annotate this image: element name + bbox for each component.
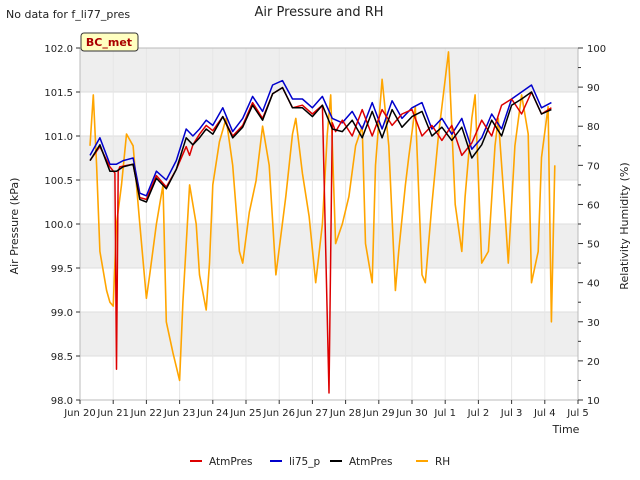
background-band [80, 224, 578, 268]
x-axis-label: Time [552, 423, 580, 436]
series-lines [89, 51, 556, 394]
x-tick-label: Jun 21 [96, 408, 129, 419]
x-tick-label: Jun 24 [196, 408, 229, 419]
left-tick-label: 101.0 [44, 132, 73, 143]
x-tick-label: Jun 30 [395, 408, 428, 419]
right-axis-label: Relativity Humidity (%) [618, 162, 631, 289]
background-band [80, 48, 578, 92]
right-tick-label: 100 [587, 44, 606, 55]
x-tick-label: Jun 27 [296, 408, 329, 419]
site-badge-box [80, 32, 139, 52]
x-axis-ticks: Jun 20 Jun 21 Jun 22 Jun 23 Jun 24 Jun 25 Jun … [63, 400, 589, 419]
series-atmpres-red [89, 86, 552, 394]
legend-label: AtmPres [209, 456, 253, 468]
right-tick-label: 40 [587, 279, 600, 290]
x-tick-label: Jun 22 [130, 408, 163, 419]
series-rh [89, 51, 556, 382]
chart-title: Air Pressure and RH [254, 5, 383, 20]
x-tick-label: Jun 20 [63, 408, 96, 419]
left-tick-label: 98.5 [51, 352, 73, 363]
background-bands [80, 48, 578, 356]
left-axis-ticks: 98.0 98.5 99.0 99.5 100.0 100.5 101.0 101.5 102.… [44, 44, 80, 407]
left-tick-label: 101.5 [44, 88, 73, 99]
right-tick-label: 80 [587, 122, 600, 133]
x-tick-label: Jul 1 [433, 408, 456, 419]
x-tick-label: Jul 4 [533, 408, 556, 419]
right-tick-label: 10 [587, 396, 600, 407]
left-tick-label: 98.0 [51, 396, 73, 407]
x-tick-label: Jul 5 [566, 408, 589, 419]
x-tick-label: Jul 2 [467, 408, 490, 419]
x-tick-label: Jun 23 [163, 408, 196, 419]
left-axis-label: Air Pressure (kPa) [8, 178, 21, 275]
right-tick-label: 70 [587, 161, 600, 172]
legend: AtmPres li75_p AtmPres RH [190, 456, 450, 468]
legend-label: RH [435, 456, 450, 468]
x-tick-label: Jun 28 [329, 408, 362, 419]
right-tick-label: 20 [587, 357, 600, 368]
left-tick-label: 102.0 [44, 44, 73, 55]
legend-label: li75_p [289, 456, 320, 468]
left-tick-label: 100.0 [44, 220, 73, 231]
right-tick-label: 60 [587, 200, 600, 211]
left-tick-label: 100.5 [44, 176, 73, 187]
legend-label: AtmPres [349, 456, 393, 468]
left-tick-label: 99.0 [51, 308, 73, 319]
x-tick-label: Jul 3 [500, 408, 523, 419]
site-badge-label: BC_met [86, 36, 132, 49]
right-tick-label: 30 [587, 318, 600, 329]
left-tick-label: 99.5 [51, 264, 73, 275]
x-tick-label: Jun 26 [262, 408, 295, 419]
site-badge: BC_met [80, 32, 139, 52]
series-atmpres-black [89, 86, 552, 203]
right-tick-label: 90 [587, 83, 600, 94]
no-data-note: No data for f_li77_pres [6, 8, 130, 21]
x-tick-label: Jun 25 [229, 408, 262, 419]
right-axis-ticks: 10 20 30 40 50 60 70 80 90 100 [578, 44, 606, 407]
x-tick-label: Jun 29 [362, 408, 395, 419]
right-tick-label: 50 [587, 240, 600, 251]
grid-lines [79, 47, 579, 401]
